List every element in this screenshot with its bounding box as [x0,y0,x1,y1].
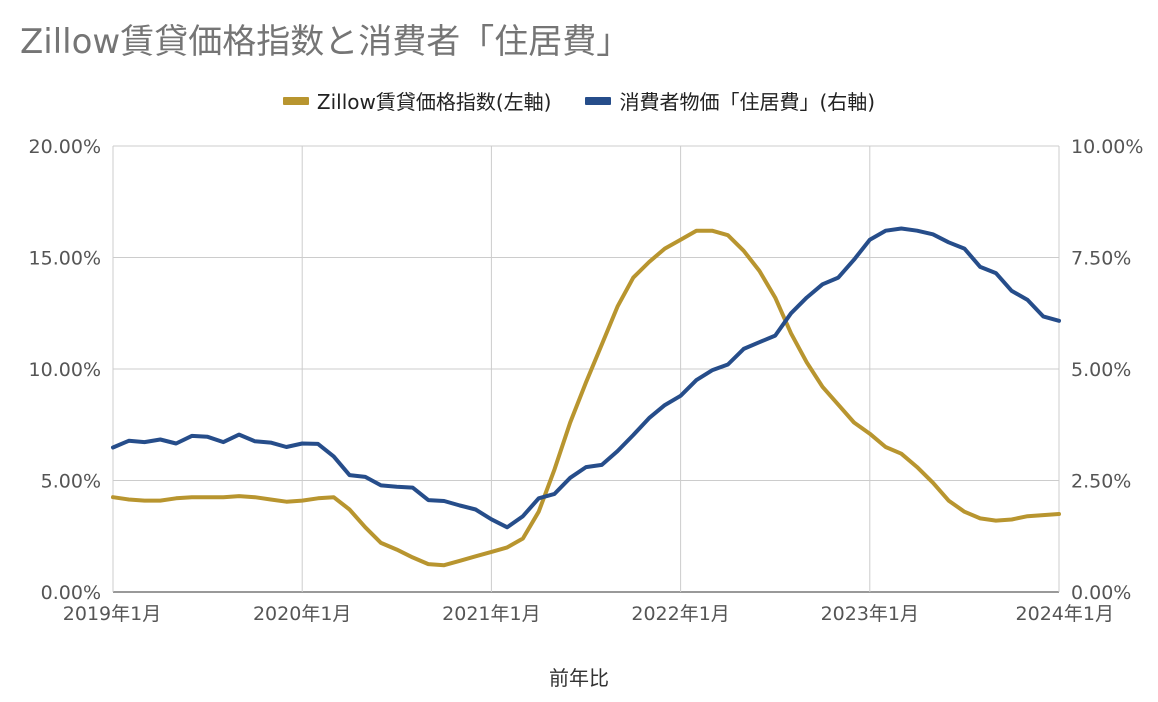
series-line-cpi [111,226,1061,530]
legend-swatch-cpi [585,96,612,105]
legend-label-zillow: Zillow賃貸価格指数(左軸) [316,90,552,114]
x-tick-label: 2024年1月 [1016,603,1114,625]
chart-title: Zillow賃貸価格指数と消費者「住居費」 [20,22,631,62]
y-right-tick-label: 2.50% [1071,471,1131,493]
y-right-tick-label: 7.50% [1071,248,1131,270]
chart-canvas: 0.00% 5.00% 10.00% 15.00% 20.00% 0.00% 2.50% 5.… [29,136,1144,625]
y-left-tick-label: 10.00% [29,359,101,381]
legend-swatch-zillow [282,96,309,105]
y-right-tick-label: 0.00% [1071,582,1131,604]
y-left-tick-label: 20.00% [29,136,101,158]
legend-item-zillow: Zillow賃貸価格指数(左軸) [282,86,552,115]
x-tick-label: 2021年1月 [442,603,540,625]
y-left-tick-label: 15.00% [29,248,101,270]
y-right-tick-label: 5.00% [1071,359,1131,381]
x-tick-label: 2022年1月 [631,603,729,625]
x-tick-label: 2023年1月 [821,603,919,625]
y-right-tick-label: 10.00% [1071,136,1143,158]
series-line-zillow [111,228,1061,568]
y-left-tick-label: 5.00% [41,471,101,493]
x-axis-title: 前年比 [549,666,609,690]
legend-label-cpi: 消費者物価「住居費」(右軸) [619,90,876,114]
y-left-tick-label: 0.00% [41,582,101,604]
x-tick-label: 2020年1月 [253,603,351,625]
legend: Zillow賃貸価格指数(左軸) 消費者物価「住居費」(右軸) [0,86,1158,115]
x-tick-label: 2019年1月 [63,603,161,625]
legend-item-cpi: 消費者物価「住居費」(右軸) [585,86,875,115]
